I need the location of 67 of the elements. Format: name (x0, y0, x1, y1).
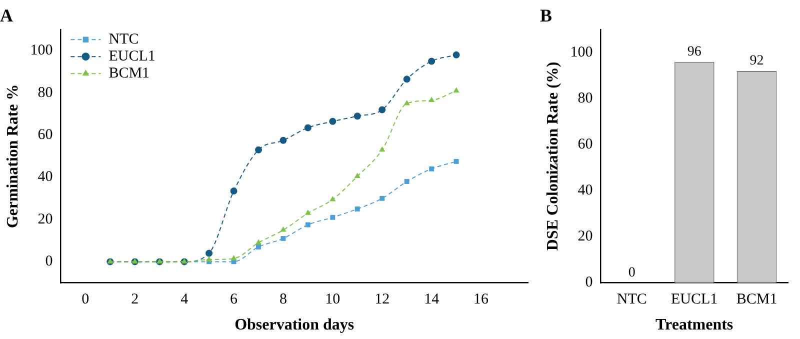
y-tick-label: 60 (38, 127, 53, 144)
point (404, 100, 410, 106)
point (304, 124, 312, 132)
y-tick-label: 100 (30, 42, 53, 59)
point (378, 106, 386, 114)
legend-label: NTC (108, 32, 139, 48)
point (280, 226, 286, 232)
x-tick-label: 8 (279, 292, 287, 308)
point (428, 96, 435, 102)
y-tick-label: 40 (38, 169, 53, 186)
point (452, 51, 460, 58)
chart-title: A (0, 5, 13, 26)
data-label: 0 (628, 265, 636, 280)
y-tick-label: 80 (578, 90, 593, 107)
y-axis-title: DSE Colonization Rate (%) (544, 62, 562, 251)
y-axis-title: Germination Rate % (4, 84, 22, 228)
legend-label: BCM1 (108, 66, 150, 82)
x-tick-label: BCM1 (736, 292, 778, 308)
y-tick-label: 60 (578, 136, 593, 153)
point (380, 196, 385, 201)
x-tick-label: 10 (325, 292, 340, 308)
point (255, 146, 262, 154)
point (329, 118, 336, 125)
y-tick-label: 0 (45, 254, 53, 270)
x-tick-label: 2 (131, 292, 139, 308)
point (230, 188, 238, 195)
x-tick-label: 16 (474, 292, 490, 308)
x-tick-label: 0 (82, 292, 90, 308)
point (428, 58, 436, 65)
y-tick-label: 0 (585, 274, 593, 291)
x-tick-label: NTC (616, 292, 647, 308)
x-tick-label: 4 (180, 292, 189, 308)
y-tick-label: 40 (578, 182, 593, 199)
legend-label: EUCL1 (108, 48, 156, 65)
point (256, 244, 261, 250)
point (206, 250, 213, 257)
point (354, 172, 360, 178)
point (305, 222, 310, 228)
y-tick-label: 20 (578, 228, 593, 245)
x-tick-label: 6 (230, 292, 238, 308)
point (280, 136, 287, 144)
chart-title: B (540, 5, 552, 26)
y-tick-label: 20 (38, 211, 53, 228)
x-tick-label: 14 (424, 292, 440, 308)
y-tick-label: 80 (38, 84, 53, 101)
x-axis-title: Treatments (656, 316, 734, 334)
point (354, 112, 361, 120)
point (454, 159, 459, 164)
x-tick-label: 12 (374, 292, 390, 308)
point (379, 146, 386, 152)
point (330, 214, 336, 220)
point (403, 76, 410, 83)
point (206, 256, 212, 262)
x-tick-label: EUCL1 (671, 292, 718, 308)
point (280, 236, 286, 241)
point (304, 210, 311, 215)
point (230, 255, 237, 260)
x-axis-title: Observation days (234, 316, 354, 334)
point (330, 196, 336, 202)
point (453, 87, 460, 93)
point (255, 239, 262, 244)
point (429, 166, 434, 172)
point (404, 179, 410, 184)
y-tick-label: 100 (570, 44, 593, 61)
data-label: 92 (750, 54, 764, 69)
data-label: 96 (687, 44, 702, 60)
point (354, 206, 360, 212)
